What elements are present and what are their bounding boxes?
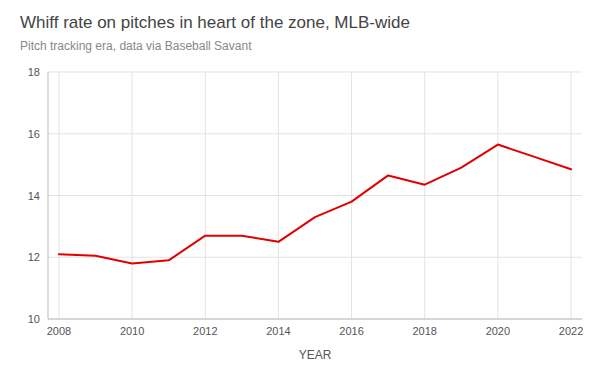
grid-line	[48, 257, 582, 258]
grid-line	[351, 72, 352, 319]
grid-line	[278, 72, 279, 319]
grid-line	[497, 72, 498, 319]
chart: Whiff rate on pitches in heart of the zo…	[0, 0, 600, 371]
grid-line	[48, 319, 582, 320]
x-axis-label: YEAR	[299, 348, 332, 362]
x-tick-label: 2022	[559, 325, 583, 337]
grid-line	[132, 72, 133, 319]
x-tick-label: 2008	[47, 325, 71, 337]
data-line	[59, 145, 571, 264]
x-axis-line	[48, 319, 582, 320]
subtitle: Pitch tracking era, data via Baseball Sa…	[20, 39, 252, 53]
grid-line	[424, 72, 425, 319]
grid-line	[48, 195, 582, 196]
x-tick-label: 2016	[339, 325, 363, 337]
x-tick-label: 2010	[120, 325, 144, 337]
grid	[48, 72, 582, 319]
grid-line	[571, 72, 572, 319]
y-tick-label: 10	[28, 313, 40, 325]
chart-container: Whiff rate on pitches in heart of the zo…	[0, 0, 600, 371]
grid-line	[48, 133, 582, 134]
y-tick-label: 12	[28, 251, 40, 263]
grid-line	[58, 72, 59, 319]
y-tick-label: 16	[28, 128, 40, 140]
x-tick-label: 2014	[266, 325, 290, 337]
x-tick-label: 2020	[486, 325, 510, 337]
y-tick-label: 14	[28, 190, 40, 202]
plot-area	[59, 145, 571, 264]
y-axis-line	[48, 72, 49, 319]
grid-line	[205, 72, 206, 319]
grid-line	[48, 72, 582, 73]
title: Whiff rate on pitches in heart of the zo…	[20, 13, 410, 32]
y-tick-label: 18	[28, 66, 40, 78]
x-tick-label: 2012	[193, 325, 217, 337]
x-tick-label: 2018	[412, 325, 436, 337]
